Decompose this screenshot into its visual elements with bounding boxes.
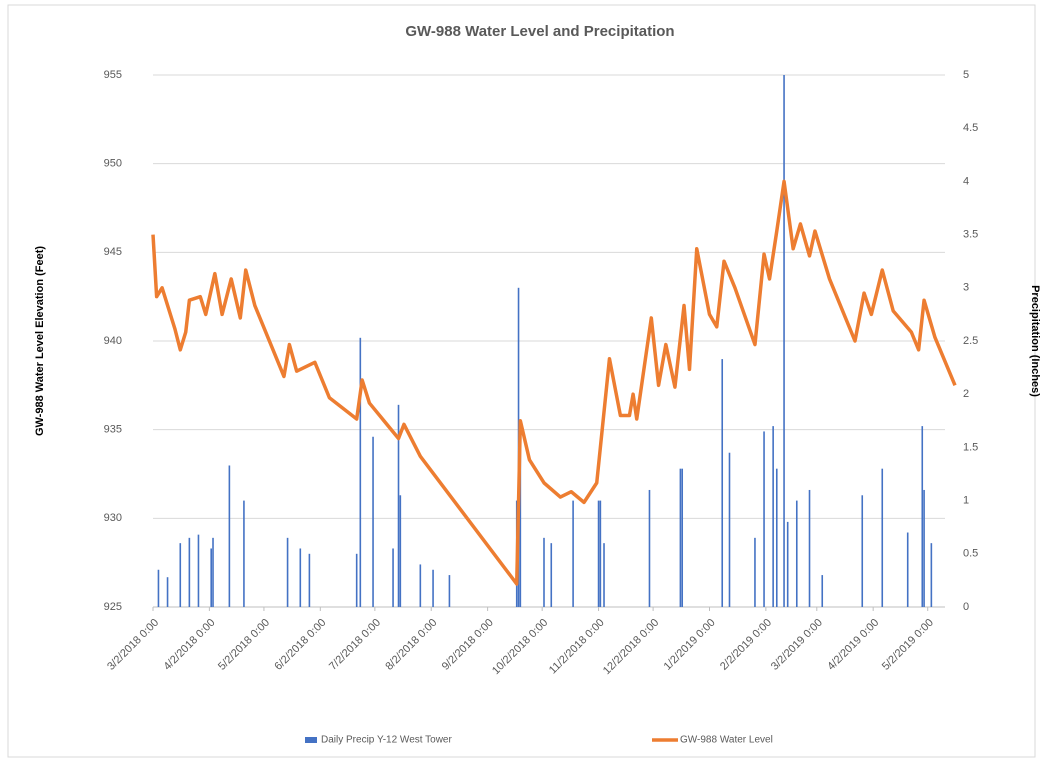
chart-frame — [7, 4, 1036, 758]
legend-label: GW-988 Water Level — [680, 735, 773, 746]
bar — [681, 468, 684, 607]
bar — [228, 465, 231, 607]
bar — [783, 75, 785, 607]
bar — [157, 569, 160, 607]
bar — [392, 548, 394, 607]
bar — [861, 495, 864, 607]
bar — [210, 548, 212, 607]
y2-tick-label: 1.5 — [963, 441, 978, 453]
bar — [679, 468, 682, 607]
legend-swatch — [305, 737, 317, 743]
bar — [808, 489, 811, 607]
y-tick-label: 930 — [104, 512, 122, 524]
y-axis-title: GW-988 Water Level Elevation (Feet) — [34, 246, 46, 436]
y2-tick-label: 3 — [963, 282, 969, 294]
bar — [721, 359, 724, 607]
y-tick-label: 925 — [104, 601, 122, 613]
bar — [308, 553, 311, 607]
bar — [921, 426, 924, 607]
bar — [355, 553, 358, 607]
y2-tick-label: 4.5 — [963, 122, 978, 134]
y-tick-label: 940 — [104, 335, 122, 347]
y2-tick-label: 5 — [963, 69, 969, 81]
line — [151, 179, 957, 586]
bar — [881, 468, 884, 607]
bar — [166, 577, 169, 607]
bar — [359, 337, 362, 607]
bar — [572, 500, 574, 607]
y2-tick-label: 4 — [963, 175, 969, 187]
bar — [543, 537, 545, 607]
y2-tick-label: 0 — [963, 601, 969, 613]
y2-tick-label: 3.5 — [963, 229, 978, 241]
bar — [821, 575, 824, 607]
bar — [243, 500, 245, 607]
bar — [775, 468, 778, 607]
y-tick-label: 945 — [104, 246, 122, 258]
y2-tick-label: 2 — [963, 388, 969, 400]
y-tick-label: 950 — [104, 158, 122, 170]
bar — [212, 537, 214, 607]
bar — [432, 569, 434, 607]
bar — [648, 489, 651, 607]
bar — [930, 543, 933, 607]
chart-title: GW-988 Water Level and Precipitation — [405, 23, 674, 40]
bar — [923, 489, 925, 607]
y-tick-label: 955 — [104, 69, 122, 81]
y2-axis-title: Precipitation (Inches) — [1029, 285, 1041, 397]
bar — [519, 431, 522, 607]
bar — [550, 543, 553, 607]
bar — [399, 495, 402, 607]
bar — [786, 521, 789, 607]
bar — [179, 543, 182, 607]
bar — [286, 537, 289, 607]
y2-tick-label: 0.5 — [963, 548, 978, 560]
bar — [754, 537, 756, 607]
bar — [188, 537, 191, 607]
bar — [299, 548, 302, 607]
bar — [763, 431, 765, 607]
bar — [597, 500, 600, 607]
y2-tick-label: 2.5 — [963, 335, 978, 347]
y2-tick-label: 1 — [963, 495, 969, 507]
bar — [448, 575, 451, 607]
bar — [728, 452, 731, 607]
bar — [197, 534, 200, 607]
bar — [419, 564, 422, 607]
bar — [603, 543, 605, 607]
bar — [772, 426, 774, 607]
bar — [397, 404, 400, 607]
bar — [795, 500, 798, 607]
bar — [372, 436, 374, 607]
y-tick-label: 935 — [104, 424, 122, 436]
bar — [599, 500, 602, 607]
bar — [906, 532, 909, 607]
legend-label: Daily Precip Y-12 West Tower — [321, 735, 452, 746]
